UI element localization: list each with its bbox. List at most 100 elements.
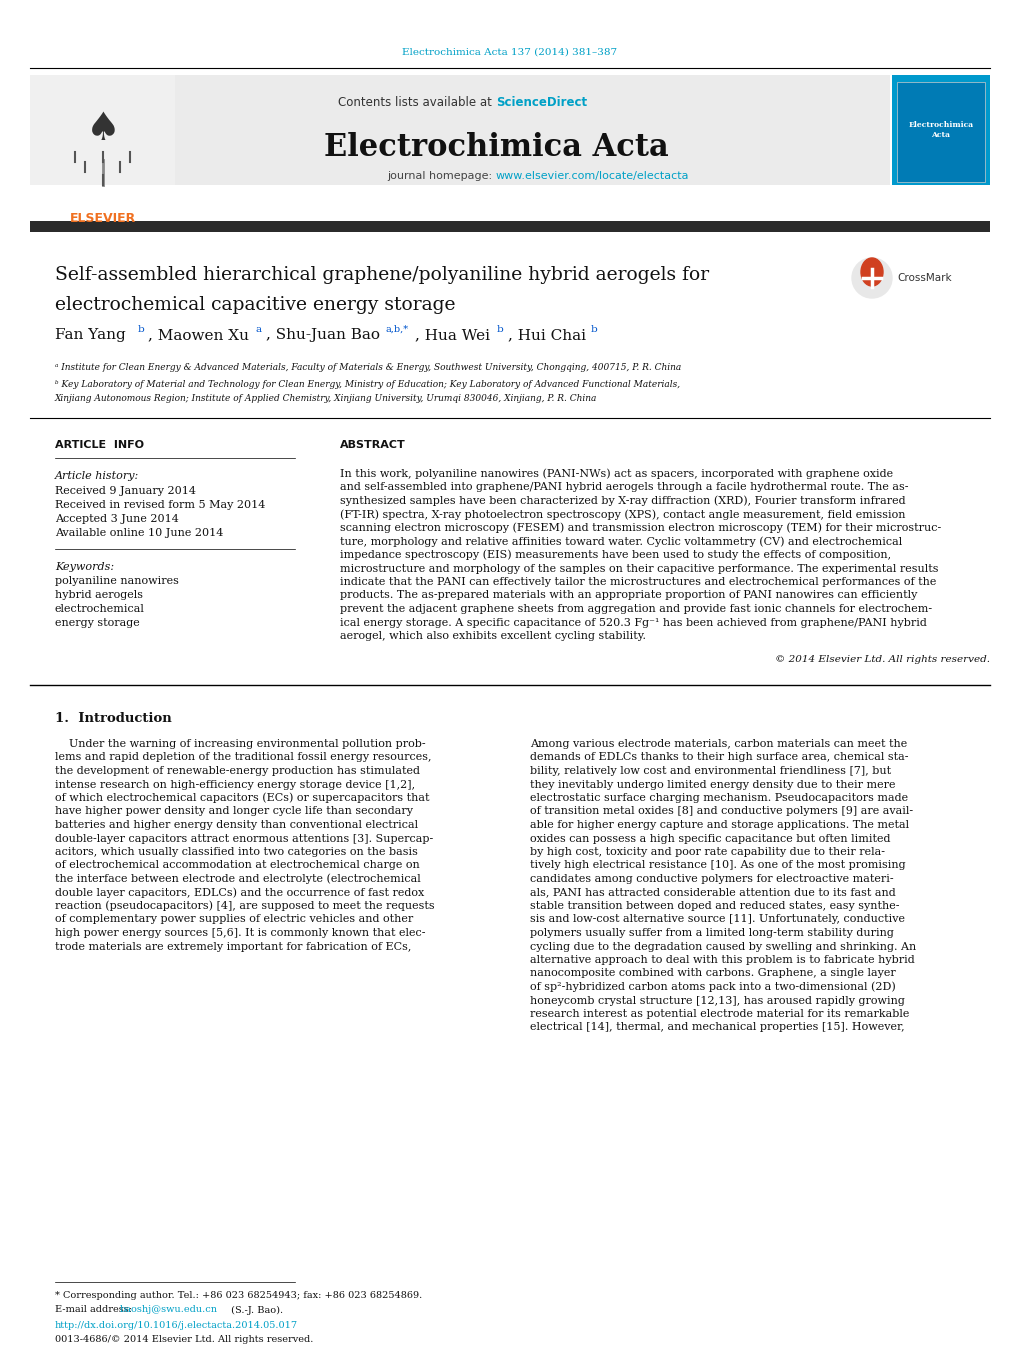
Text: , Maowen Xu: , Maowen Xu bbox=[148, 328, 249, 342]
Text: aerogel, which also exhibits excellent cycling stability.: aerogel, which also exhibits excellent c… bbox=[339, 631, 645, 640]
Text: b: b bbox=[590, 324, 597, 334]
Text: and self-assembled into graphene/PANI hybrid aerogels through a facile hydrother: and self-assembled into graphene/PANI hy… bbox=[339, 482, 908, 493]
Text: http://dx.doi.org/10.1016/j.electacta.2014.05.017: http://dx.doi.org/10.1016/j.electacta.20… bbox=[55, 1320, 298, 1329]
Text: Under the warning of increasing environmental pollution prob-: Under the warning of increasing environm… bbox=[55, 739, 425, 748]
Text: Fan Yang: Fan Yang bbox=[55, 328, 125, 342]
Text: Contents lists available at: Contents lists available at bbox=[338, 96, 495, 109]
Text: Electrochimica
Acta: Electrochimica Acta bbox=[908, 122, 972, 139]
Text: E-mail address:: E-mail address: bbox=[55, 1305, 135, 1315]
Text: able for higher energy capture and storage applications. The metal: able for higher energy capture and stora… bbox=[530, 820, 908, 830]
Text: the interface between electrode and electrolyte (electrochemical: the interface between electrode and elec… bbox=[55, 874, 421, 885]
Text: they inevitably undergo limited energy density due to their mere: they inevitably undergo limited energy d… bbox=[530, 780, 895, 789]
Text: prevent the adjacent graphene sheets from aggregation and provide fast ionic cha: prevent the adjacent graphene sheets fro… bbox=[339, 604, 931, 613]
Text: research interest as potential electrode material for its remarkable: research interest as potential electrode… bbox=[530, 1009, 909, 1019]
Text: double-layer capacitors attract enormous attentions [3]. Supercap-: double-layer capacitors attract enormous… bbox=[55, 834, 433, 843]
Text: candidates among conductive polymers for electroactive materi-: candidates among conductive polymers for… bbox=[530, 874, 893, 884]
Text: , Shu-Juan Bao: , Shu-Juan Bao bbox=[266, 328, 380, 342]
Text: of transition metal oxides [8] and conductive polymers [9] are avail-: of transition metal oxides [8] and condu… bbox=[530, 807, 912, 816]
Text: batteries and higher energy density than conventional electrical: batteries and higher energy density than… bbox=[55, 820, 418, 830]
Text: demands of EDLCs thanks to their high surface area, chemical sta-: demands of EDLCs thanks to their high su… bbox=[530, 753, 908, 762]
Text: acitors, which usually classified into two categories on the basis: acitors, which usually classified into t… bbox=[55, 847, 418, 857]
Text: oxides can possess a high specific capacitance but often limited: oxides can possess a high specific capac… bbox=[530, 834, 890, 843]
Text: energy storage: energy storage bbox=[55, 617, 140, 628]
Text: of complementary power supplies of electric vehicles and other: of complementary power supplies of elect… bbox=[55, 915, 413, 924]
Text: ♠: ♠ bbox=[86, 109, 120, 149]
Circle shape bbox=[851, 258, 892, 299]
Text: stable transition between doped and reduced states, easy synthe-: stable transition between doped and redu… bbox=[530, 901, 899, 911]
Text: (S.-J. Bao).: (S.-J. Bao). bbox=[228, 1305, 283, 1315]
Bar bbox=[175, 76, 890, 185]
Text: ABSTRACT: ABSTRACT bbox=[339, 440, 406, 450]
Text: b: b bbox=[496, 324, 503, 334]
Text: © 2014 Elsevier Ltd. All rights reserved.: © 2014 Elsevier Ltd. All rights reserved… bbox=[774, 655, 989, 665]
Bar bbox=[30, 222, 989, 232]
Text: electrochemical: electrochemical bbox=[55, 604, 145, 613]
Text: ᵃ Institute for Clean Energy & Advanced Materials, Faculty of Materials & Energy: ᵃ Institute for Clean Energy & Advanced … bbox=[55, 363, 681, 372]
Text: Article history:: Article history: bbox=[55, 471, 140, 481]
Text: Xinjiang Autonomous Region; Institute of Applied Chemistry, Xinjiang University,: Xinjiang Autonomous Region; Institute of… bbox=[55, 394, 597, 403]
Text: polyaniline nanowires: polyaniline nanowires bbox=[55, 576, 178, 586]
Text: hybrid aerogels: hybrid aerogels bbox=[55, 590, 143, 600]
Ellipse shape bbox=[860, 258, 882, 286]
Text: ical energy storage. A specific capacitance of 520.3 Fg⁻¹ has been achieved from: ical energy storage. A specific capacita… bbox=[339, 617, 926, 627]
Text: Keywords:: Keywords: bbox=[55, 562, 114, 571]
Text: sis and low-cost alternative source [11]. Unfortunately, conductive: sis and low-cost alternative source [11]… bbox=[530, 915, 904, 924]
Text: 0013-4686/© 2014 Elsevier Ltd. All rights reserved.: 0013-4686/© 2014 Elsevier Ltd. All right… bbox=[55, 1336, 313, 1344]
Bar bbox=[896, 82, 984, 182]
Text: tively high electrical resistance [10]. As one of the most promising: tively high electrical resistance [10]. … bbox=[530, 861, 905, 870]
Text: (FT-IR) spectra, X-ray photoelectron spectroscopy (XPS), contact angle measureme: (FT-IR) spectra, X-ray photoelectron spe… bbox=[339, 509, 905, 520]
Text: www.elsevier.com/locate/electacta: www.elsevier.com/locate/electacta bbox=[495, 172, 689, 181]
Text: by high cost, toxicity and poor rate capability due to their rela-: by high cost, toxicity and poor rate cap… bbox=[530, 847, 884, 857]
Text: Among various electrode materials, carbon materials can meet the: Among various electrode materials, carbo… bbox=[530, 739, 906, 748]
Text: Electrochimica Acta: Electrochimica Acta bbox=[323, 132, 667, 163]
Text: ᵇ Key Laboratory of Material and Technology for Clean Energy, Ministry of Educat: ᵇ Key Laboratory of Material and Technol… bbox=[55, 380, 680, 389]
Text: synthesized samples have been characterized by X-ray diffraction (XRD), Fourier : synthesized samples have been characteri… bbox=[339, 496, 905, 507]
Text: intense research on high-efficiency energy storage device [1,2],: intense research on high-efficiency ener… bbox=[55, 780, 415, 789]
Text: have higher power density and longer cycle life than secondary: have higher power density and longer cyc… bbox=[55, 807, 413, 816]
Text: cycling due to the degradation caused by swelling and shrinking. An: cycling due to the degradation caused by… bbox=[530, 942, 915, 951]
Text: b: b bbox=[138, 324, 145, 334]
Text: als, PANI has attracted considerable attention due to its fast and: als, PANI has attracted considerable att… bbox=[530, 888, 895, 897]
Text: Received in revised form 5 May 2014: Received in revised form 5 May 2014 bbox=[55, 500, 265, 509]
Text: a: a bbox=[256, 324, 262, 334]
Text: Available online 10 June 2014: Available online 10 June 2014 bbox=[55, 528, 223, 538]
Text: Self-assembled hierarchical graphene/polyaniline hybrid aerogels for: Self-assembled hierarchical graphene/pol… bbox=[55, 266, 708, 284]
Text: ScienceDirect: ScienceDirect bbox=[495, 96, 587, 109]
Text: of which electrochemical capacitors (ECs) or supercapacitors that: of which electrochemical capacitors (ECs… bbox=[55, 793, 429, 804]
Text: , Hua Wei: , Hua Wei bbox=[415, 328, 489, 342]
Text: , Hui Chai: , Hui Chai bbox=[507, 328, 586, 342]
Text: of electrochemical accommodation at electrochemical charge on: of electrochemical accommodation at elec… bbox=[55, 861, 420, 870]
Text: Received 9 January 2014: Received 9 January 2014 bbox=[55, 486, 196, 496]
Text: bility, relatively low cost and environmental friendliness [7], but: bility, relatively low cost and environm… bbox=[530, 766, 891, 775]
Text: Accepted 3 June 2014: Accepted 3 June 2014 bbox=[55, 513, 178, 524]
Text: polymers usually suffer from a limited long-term stability during: polymers usually suffer from a limited l… bbox=[530, 928, 893, 938]
Text: Electrochimica Acta 137 (2014) 381–387: Electrochimica Acta 137 (2014) 381–387 bbox=[403, 47, 616, 57]
Text: reaction (pseudocapacitors) [4], are supposed to meet the requests: reaction (pseudocapacitors) [4], are sup… bbox=[55, 901, 434, 912]
Text: of sp²-hybridized carbon atoms pack into a two-dimensional (2D): of sp²-hybridized carbon atoms pack into… bbox=[530, 982, 895, 992]
Text: honeycomb crystal structure [12,13], has aroused rapidly growing: honeycomb crystal structure [12,13], has… bbox=[530, 996, 904, 1005]
Text: ELSEVIER: ELSEVIER bbox=[70, 212, 136, 224]
Text: * Corresponding author. Tel.: +86 023 68254943; fax: +86 023 68254869.: * Corresponding author. Tel.: +86 023 68… bbox=[55, 1292, 422, 1301]
Text: scanning electron microscopy (FESEM) and transmission electron microscopy (TEM) : scanning electron microscopy (FESEM) and… bbox=[339, 523, 941, 534]
Text: double layer capacitors, EDLCs) and the occurrence of fast redox: double layer capacitors, EDLCs) and the … bbox=[55, 888, 424, 898]
Text: In this work, polyaniline nanowires (PANI-NWs) act as spacers, incorporated with: In this work, polyaniline nanowires (PAN… bbox=[339, 469, 893, 480]
Text: lems and rapid depletion of the traditional fossil energy resources,: lems and rapid depletion of the traditio… bbox=[55, 753, 431, 762]
Text: a,b,*: a,b,* bbox=[385, 324, 409, 334]
Bar bbox=[30, 76, 175, 185]
Text: indicate that the PANI can effectively tailor the microstructures and electroche: indicate that the PANI can effectively t… bbox=[339, 577, 935, 586]
Text: impedance spectroscopy (EIS) measurements have been used to study the effects of: impedance spectroscopy (EIS) measurement… bbox=[339, 550, 891, 561]
Text: baoshj@swu.edu.cn: baoshj@swu.edu.cn bbox=[120, 1305, 218, 1315]
Text: high power energy sources [5,6]. It is commonly known that elec-: high power energy sources [5,6]. It is c… bbox=[55, 928, 425, 938]
Text: trode materials are extremely important for fabrication of ECs,: trode materials are extremely important … bbox=[55, 942, 411, 951]
Text: journal homepage:: journal homepage: bbox=[387, 172, 495, 181]
Text: ARTICLE  INFO: ARTICLE INFO bbox=[55, 440, 144, 450]
Text: nanocomposite combined with carbons. Graphene, a single layer: nanocomposite combined with carbons. Gra… bbox=[530, 969, 895, 978]
Text: ture, morphology and relative affinities toward water. Cyclic voltammetry (CV) a: ture, morphology and relative affinities… bbox=[339, 536, 902, 547]
Text: CrossMark: CrossMark bbox=[896, 273, 951, 282]
Text: electrical [14], thermal, and mechanical properties [15]. However,: electrical [14], thermal, and mechanical… bbox=[530, 1023, 904, 1032]
Text: the development of renewable-energy production has stimulated: the development of renewable-energy prod… bbox=[55, 766, 420, 775]
Bar bbox=[892, 76, 989, 185]
Text: alternative approach to deal with this problem is to fabricate hybrid: alternative approach to deal with this p… bbox=[530, 955, 914, 965]
Text: products. The as-prepared materials with an appropriate proportion of PANI nanow: products. The as-prepared materials with… bbox=[339, 590, 916, 600]
Text: electrostatic surface charging mechanism. Pseudocapacitors made: electrostatic surface charging mechanism… bbox=[530, 793, 907, 802]
